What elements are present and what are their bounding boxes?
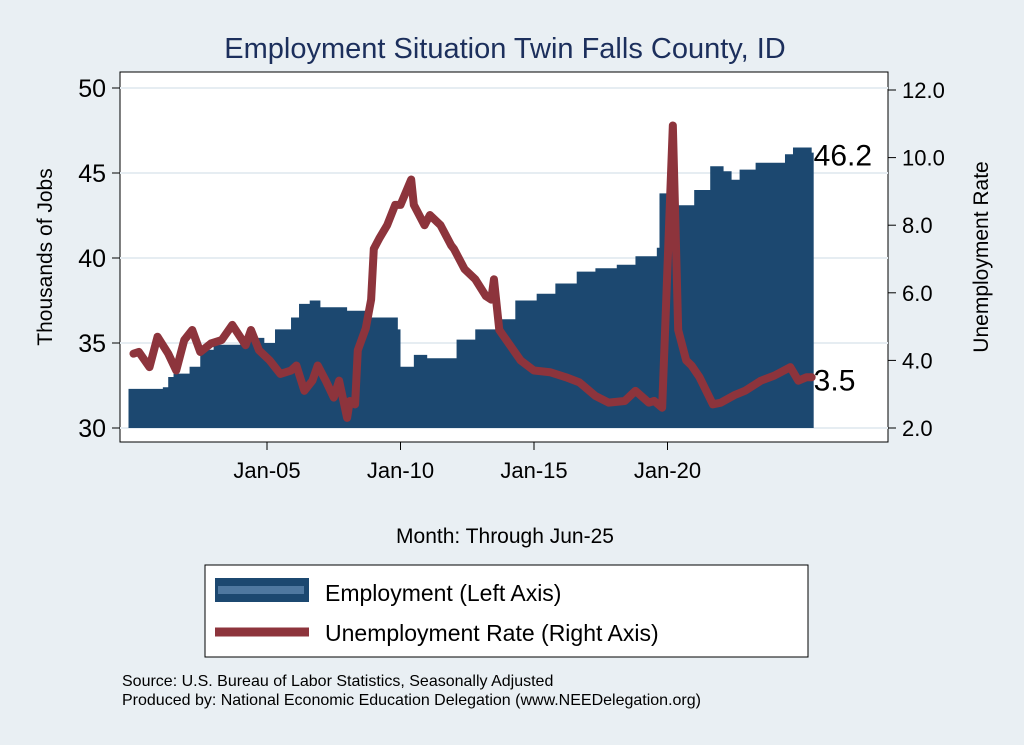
legend-label-unemployment: Unemployment Rate (Right Axis) [325,620,659,646]
y-right-tick-label: 2.0 [902,416,933,441]
x-axis-label: Month: Through Jun-25 [396,525,614,548]
y-right-tick-label: 8.0 [902,213,933,238]
x-tick-label: Jan-15 [500,458,567,483]
y-left-tick-label: 40 [78,245,106,273]
y-axis-right-label: Unemployment Rate [970,161,993,352]
y-left-tick-label: 50 [78,75,106,103]
legend-label-employment: Employment (Left Axis) [325,580,561,606]
y-right-tick-label: 4.0 [902,348,933,373]
producer-note: Produced by: National Economic Education… [122,692,701,709]
employment-end-label: 46.2 [814,140,872,173]
legend: Employment (Left Axis) Unemployment Rate… [204,564,809,658]
unemployment-end-label: 3.5 [814,364,856,397]
y-left-tick-label: 35 [78,330,106,358]
source-note: Source: U.S. Bureau of Labor Statistics,… [122,673,554,690]
x-tick-label: Jan-10 [367,458,434,483]
y-right-tick-label: 12.0 [902,78,945,103]
legend-swatch-employment-inner [218,586,304,594]
y-left-tick-label: 45 [78,160,106,188]
unemployment-line [129,121,816,422]
y-axis-left-label: Thousands of Jobs [34,168,57,345]
chart-title: Employment Situation Twin Falls County, … [224,33,785,65]
x-tick-label: Jan-20 [634,458,701,483]
y-right-tick-label: 6.0 [902,281,933,306]
employment-area [128,147,814,428]
x-tick-label: Jan-05 [233,458,300,483]
y-right-tick-label: 10.0 [902,146,945,171]
y-left-tick-label: 30 [78,415,106,443]
